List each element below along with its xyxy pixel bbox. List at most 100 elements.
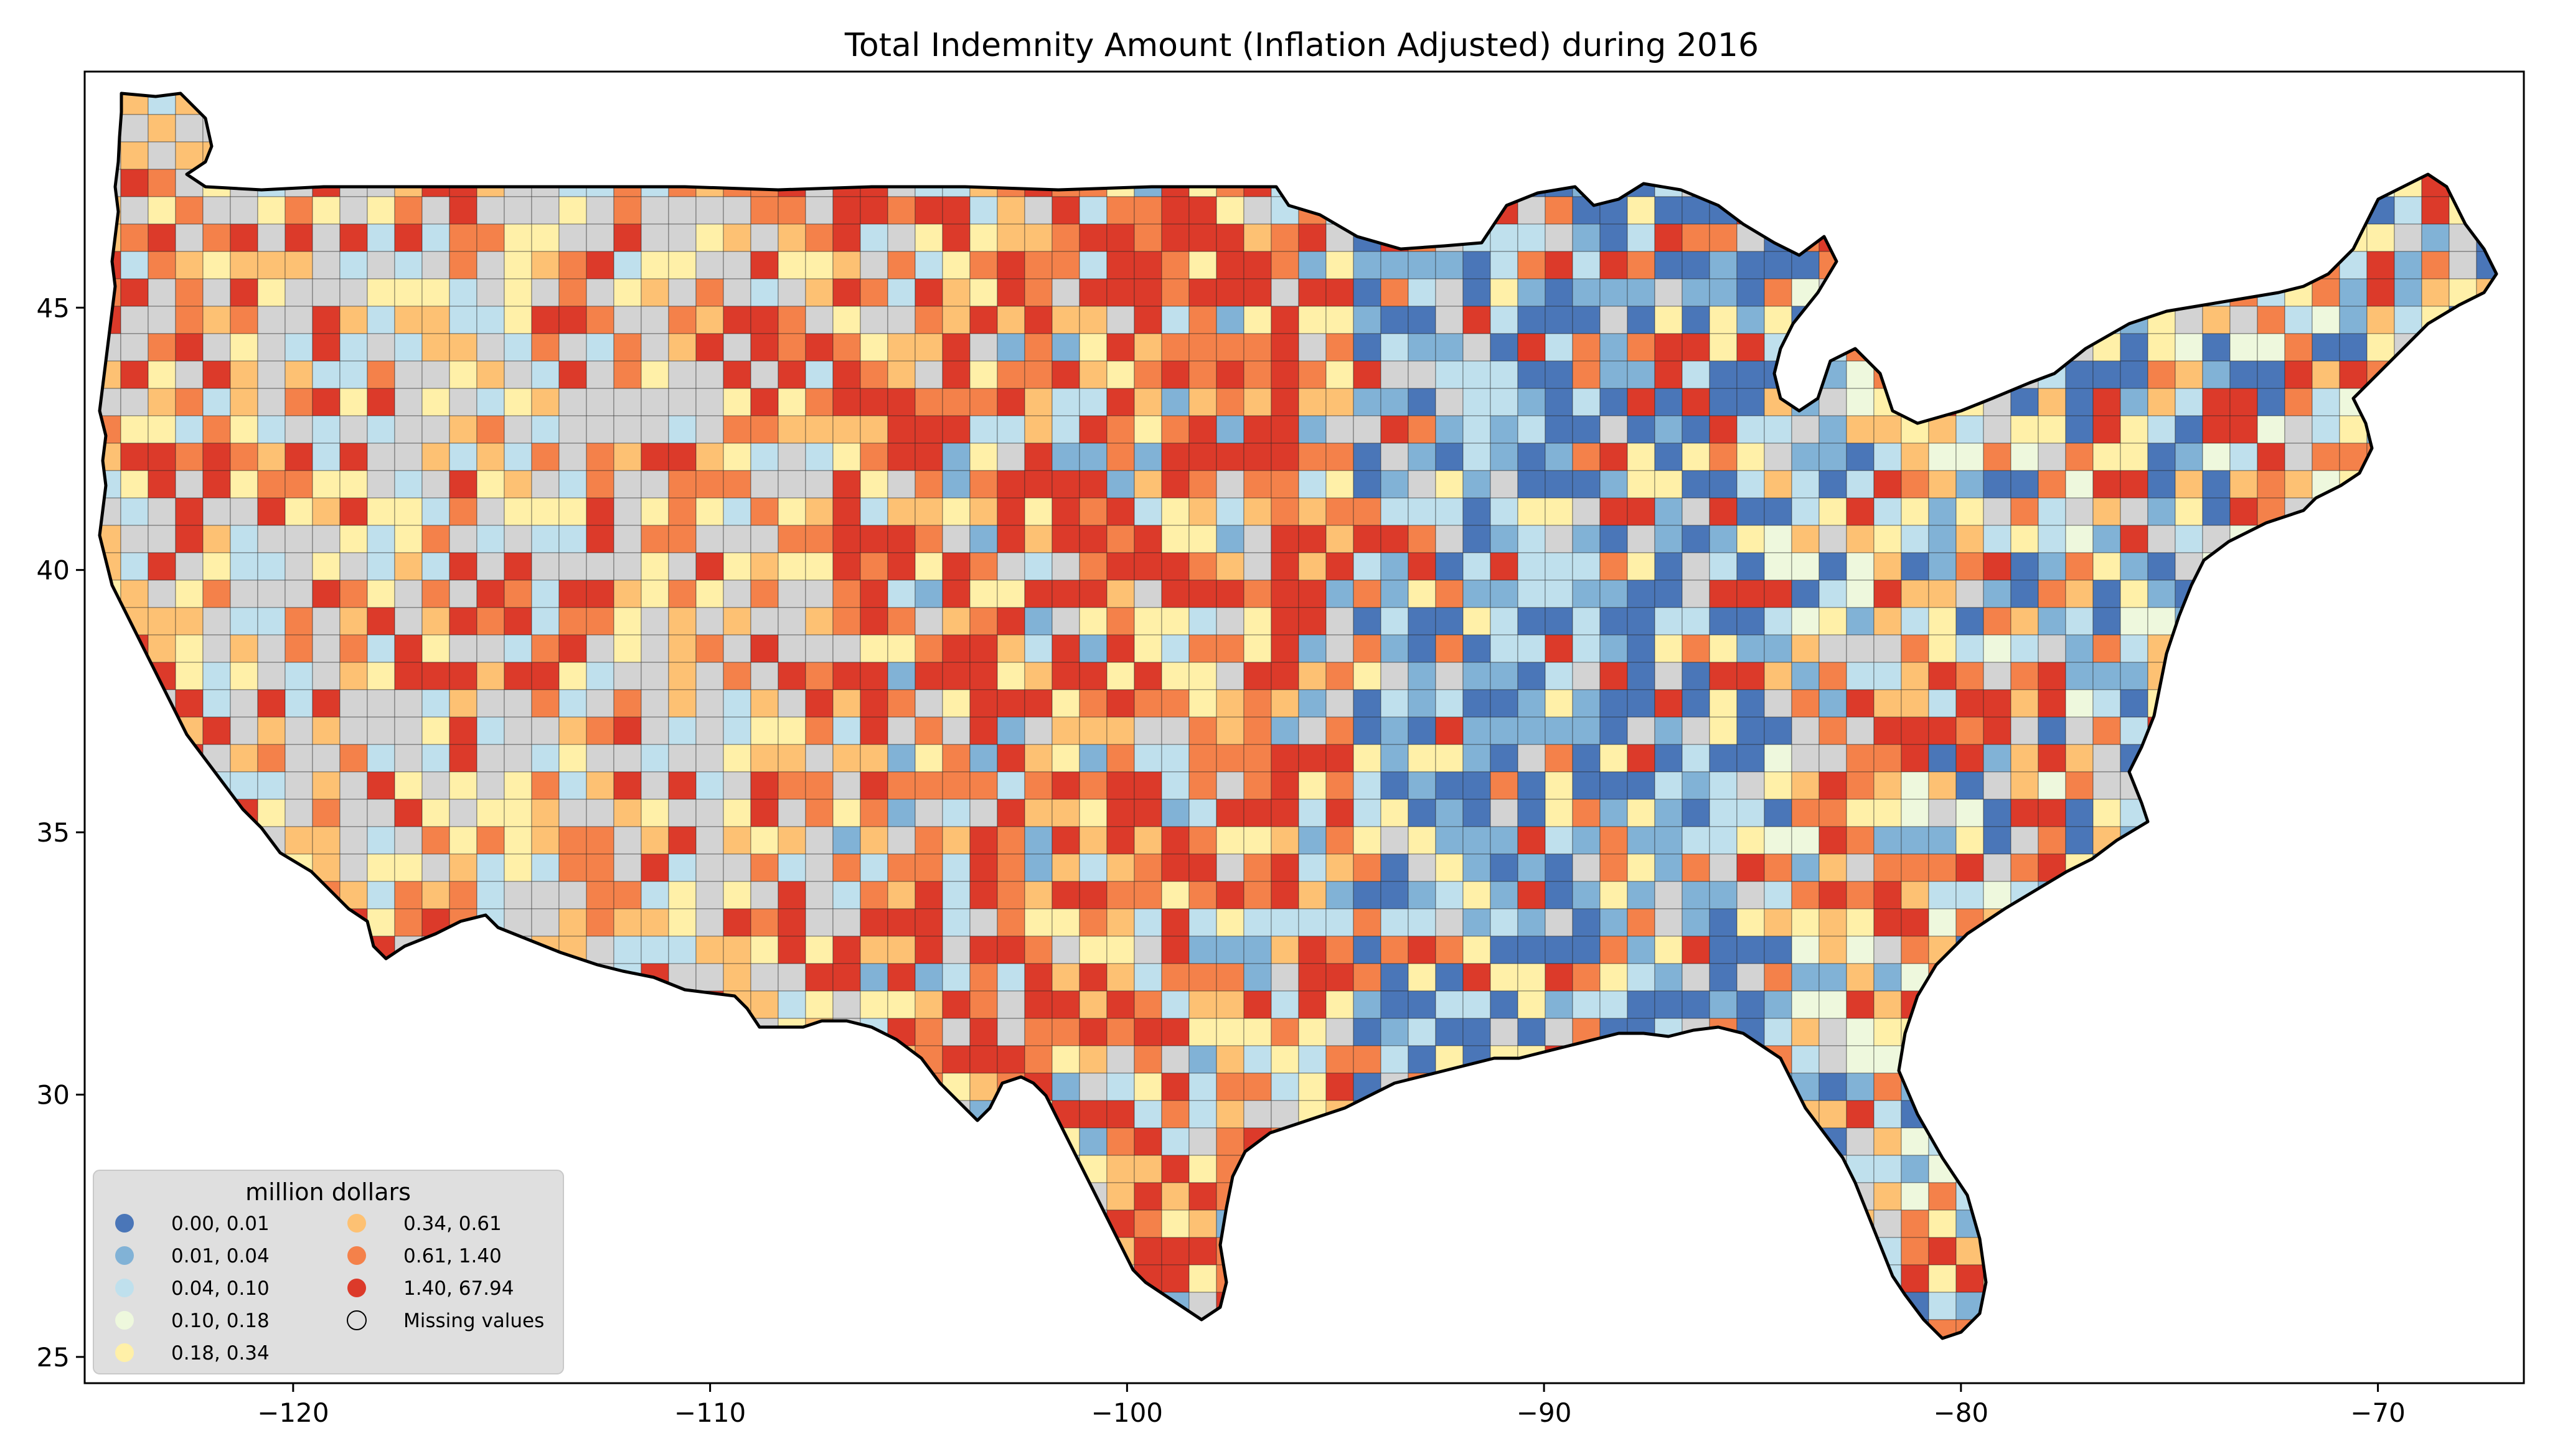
county-cell	[1873, 1045, 1902, 1074]
county-cell	[1928, 853, 1957, 882]
county-cell	[1736, 634, 1765, 663]
county-cell	[1298, 634, 1327, 663]
county-cell	[2010, 607, 2039, 636]
county-cell	[558, 908, 587, 937]
county-cell	[421, 634, 450, 663]
county-cell	[1271, 306, 1299, 334]
county-cell	[1545, 689, 1573, 718]
county-cell	[1654, 223, 1683, 252]
county-cell	[915, 936, 943, 964]
county-cell	[1079, 990, 1108, 1019]
county-cell	[2065, 716, 2094, 745]
county-cell	[1325, 251, 1354, 279]
county-cell	[1490, 497, 1518, 526]
county-cell	[1106, 223, 1135, 252]
county-cell	[1462, 990, 1491, 1019]
county-cell	[1380, 443, 1409, 471]
county-cell	[1216, 771, 1244, 800]
county-cell	[805, 799, 834, 827]
county-cell	[586, 333, 614, 362]
county-cell	[997, 607, 1025, 636]
us-outline-path	[98, 92, 2498, 1340]
county-cell	[1928, 908, 1957, 937]
county-cell	[750, 662, 779, 690]
county-cell	[1545, 497, 1573, 526]
county-cell	[723, 552, 751, 581]
county-cell	[1928, 1237, 1957, 1266]
county-cell	[1901, 881, 1929, 909]
county-cell	[257, 388, 286, 416]
county-cell	[2147, 607, 2176, 636]
county-cell	[367, 497, 395, 526]
county-cell	[394, 580, 423, 608]
county-cell	[1243, 360, 1272, 389]
county-cell	[2339, 306, 2368, 334]
county-cell	[1736, 853, 1765, 882]
county-cell	[1216, 306, 1244, 334]
county-cell	[312, 415, 341, 444]
county-cell	[2038, 662, 2066, 690]
county-cell	[1682, 634, 1710, 663]
county-cell	[668, 908, 697, 937]
county-cell	[504, 552, 532, 581]
county-cell	[1079, 634, 1108, 663]
county-cell	[558, 716, 587, 745]
county-cell	[2147, 552, 2176, 581]
county-cell	[1928, 826, 1957, 855]
county-cell	[1983, 881, 2011, 909]
county-cell	[997, 908, 1025, 937]
county-cell	[1353, 936, 1381, 964]
county-cell	[1243, 990, 1272, 1019]
county-cell	[1106, 278, 1135, 307]
county-cell	[1599, 744, 1628, 773]
county-cell	[1572, 552, 1601, 581]
county-cell	[1599, 415, 1628, 444]
county-cell	[1161, 196, 1190, 225]
county-cell	[1435, 1018, 1464, 1046]
county-cell	[1325, 470, 1354, 499]
county-cell	[1298, 306, 1327, 334]
county-cell	[1901, 908, 1929, 937]
county-cell	[887, 990, 916, 1019]
county-cell	[1161, 443, 1190, 471]
county-cell	[1517, 388, 1546, 416]
county-cell	[2257, 360, 2285, 389]
county-cell	[2120, 388, 2148, 416]
county-cell	[2092, 360, 2121, 389]
county-cell	[1435, 443, 1464, 471]
county-cell	[641, 388, 669, 416]
county-cell	[1462, 908, 1491, 937]
county-cell	[1901, 1209, 1929, 1238]
county-cell	[1873, 1155, 1902, 1183]
county-cell	[723, 251, 751, 279]
county-cell	[1188, 963, 1217, 992]
county-cell	[2010, 689, 2039, 718]
x-tick-label: −70	[2350, 1397, 2406, 1428]
county-cell	[2175, 360, 2203, 389]
county-cell	[1818, 443, 1847, 471]
county-cell	[613, 634, 642, 663]
county-cell	[969, 689, 998, 718]
county-cell	[1846, 497, 1875, 526]
county-cell	[1298, 744, 1327, 773]
county-cell	[1901, 1155, 1929, 1183]
county-cell	[1873, 689, 1902, 718]
county-cell	[1462, 607, 1491, 636]
county-cell	[942, 881, 971, 909]
county-cell	[641, 333, 669, 362]
county-cell	[832, 936, 861, 964]
county-cell	[2147, 388, 2176, 416]
county-cell	[1901, 580, 1929, 608]
county-cell	[778, 990, 806, 1019]
county-cell	[1545, 470, 1573, 499]
county-cell	[367, 689, 395, 718]
county-cell	[1243, 333, 1272, 362]
county-cell	[1408, 360, 1436, 389]
county-cell	[1490, 251, 1518, 279]
county-cell	[2010, 525, 2039, 553]
county-cell	[1298, 662, 1327, 690]
county-cell	[1079, 716, 1108, 745]
county-cell	[969, 497, 998, 526]
county-cell	[1572, 470, 1601, 499]
county-cell	[339, 580, 368, 608]
